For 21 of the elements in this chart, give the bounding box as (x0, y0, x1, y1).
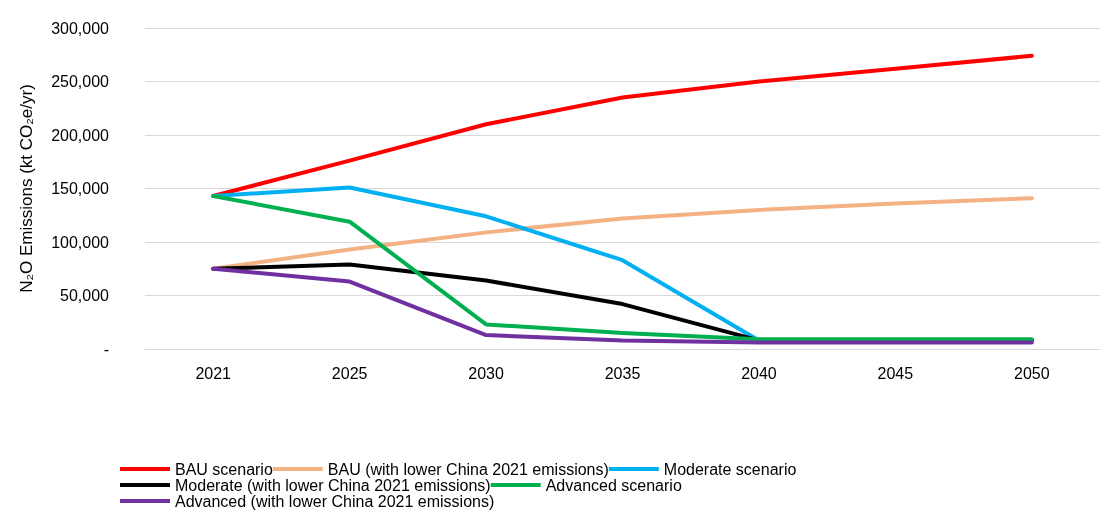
y-tick-label: 200,000 (51, 126, 110, 144)
legend-label: Advanced (with lower China 2021 emissions) (175, 492, 495, 510)
y-tick-label: - (103, 340, 109, 358)
y-tick-label: 100,000 (51, 233, 110, 251)
y-tick-label: 300,000 (51, 19, 110, 37)
legend-label: BAU scenario (175, 460, 273, 478)
legend-label: BAU (with lower China 2021 emissions) (327, 460, 609, 478)
x-tick-label: 2030 (468, 364, 504, 382)
x-tick-label: 2045 (877, 364, 914, 382)
y-tick-label: 250,000 (51, 73, 110, 90)
legend-label: Moderate scenario (663, 460, 797, 478)
y-tick-label: 50,000 (60, 287, 110, 304)
y-tick-label: 150,000 (51, 180, 110, 197)
legend-label: Advanced scenario (545, 476, 682, 494)
y-axis-title: N₂O Emissions (kt CO₂e/yr) (17, 84, 36, 293)
x-tick-label: 2021 (195, 364, 232, 382)
x-tick-label: 2035 (604, 364, 641, 382)
x-tick-label: 2025 (331, 364, 368, 382)
legend-label: Moderate (with lower China 2021 emissions) (175, 476, 491, 494)
x-tick-label: 2040 (741, 364, 777, 382)
x-tick-label: 2050 (1013, 364, 1050, 382)
